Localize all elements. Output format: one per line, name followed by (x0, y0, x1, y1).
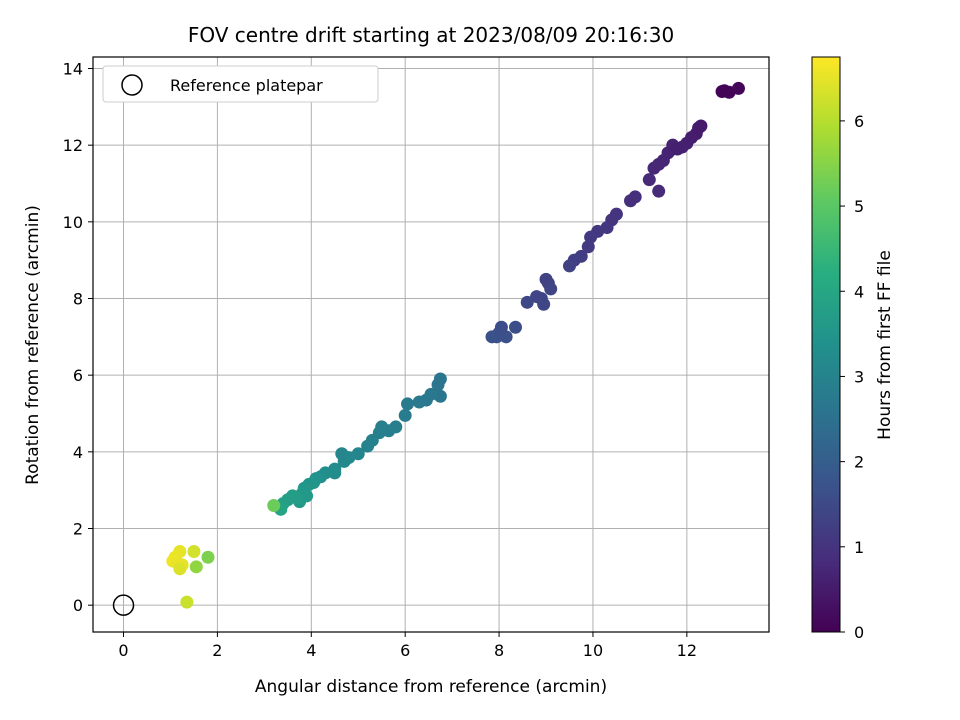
y-tick-label: 14 (63, 60, 83, 79)
data-point (670, 142, 684, 156)
plot-frame (92, 56, 770, 633)
colorbar-gradient (811, 56, 841, 633)
y-tick-label: 10 (63, 213, 83, 232)
data-point (731, 81, 745, 95)
data-point (485, 330, 499, 344)
data-point (361, 439, 375, 453)
colorbar-tick-label: 1 (854, 538, 864, 557)
data-point (187, 545, 201, 558)
data-point (431, 378, 445, 392)
data-point (173, 562, 187, 576)
x-tick-label: 8 (494, 641, 504, 660)
legend-marker-open-circle (121, 74, 143, 96)
y-tick-label: 6 (73, 366, 83, 385)
data-point (642, 173, 656, 187)
data-point (544, 282, 558, 296)
chart-title: FOV centre drift starting at 2023/08/09 … (188, 23, 674, 47)
data-point (562, 259, 576, 273)
legend: Reference platepar (102, 65, 379, 103)
y-tick-label: 12 (63, 136, 83, 155)
colorbar-tick-label: 5 (854, 197, 864, 216)
grid-lines (93, 57, 769, 632)
data-points (166, 81, 745, 609)
x-tick-label: 6 (400, 641, 410, 660)
data-point (520, 295, 534, 309)
data-point (401, 397, 415, 411)
data-point (717, 84, 731, 98)
colorbar: 0 1 2 3 4 5 6 Hours from first FF file (811, 56, 895, 642)
x-tick-label: 4 (306, 641, 316, 660)
data-point (509, 320, 522, 334)
legend-box (102, 65, 379, 103)
x-tick-label: 10 (583, 641, 603, 660)
data-point (267, 499, 281, 512)
data-point (692, 121, 706, 135)
data-point (398, 408, 412, 422)
colorbar-tick-label: 6 (854, 112, 864, 131)
colorbar-tick-label: 2 (854, 453, 864, 472)
data-point (201, 550, 215, 564)
data-point (647, 161, 661, 175)
x-tick-label: 12 (677, 641, 697, 660)
x-tick-label: 0 (118, 641, 128, 660)
y-axis-ticks: 0 2 4 6 8 10 12 14 (63, 60, 93, 615)
data-point (328, 466, 342, 480)
data-point (530, 290, 544, 304)
y-axis-label: Rotation from reference (arcmin) (23, 205, 43, 485)
colorbar-tick-label: 0 (854, 623, 864, 642)
data-point (412, 395, 426, 409)
y-tick-label: 0 (73, 596, 83, 615)
y-tick-label: 8 (73, 290, 83, 309)
data-point (652, 184, 666, 198)
data-point (581, 240, 595, 254)
data-point (189, 560, 203, 574)
x-axis-label: Angular distance from reference (arcmin) (255, 677, 607, 697)
y-tick-label: 2 (73, 520, 83, 539)
data-point (335, 447, 349, 461)
colorbar-tick-label: 3 (854, 367, 864, 386)
reference-point-marker (112, 594, 135, 616)
legend-label: Reference platepar (170, 76, 323, 95)
x-tick-label: 2 (212, 641, 222, 660)
data-point (624, 194, 638, 208)
y-tick-label: 4 (73, 443, 83, 462)
colorbar-tick-label: 4 (854, 282, 864, 301)
x-axis-ticks: 0 2 4 6 8 10 12 (118, 632, 697, 660)
colorbar-ticks: 0 1 2 3 4 5 6 (840, 112, 864, 642)
colorbar-label: Hours from first FF file (875, 250, 895, 440)
data-point (180, 595, 194, 609)
